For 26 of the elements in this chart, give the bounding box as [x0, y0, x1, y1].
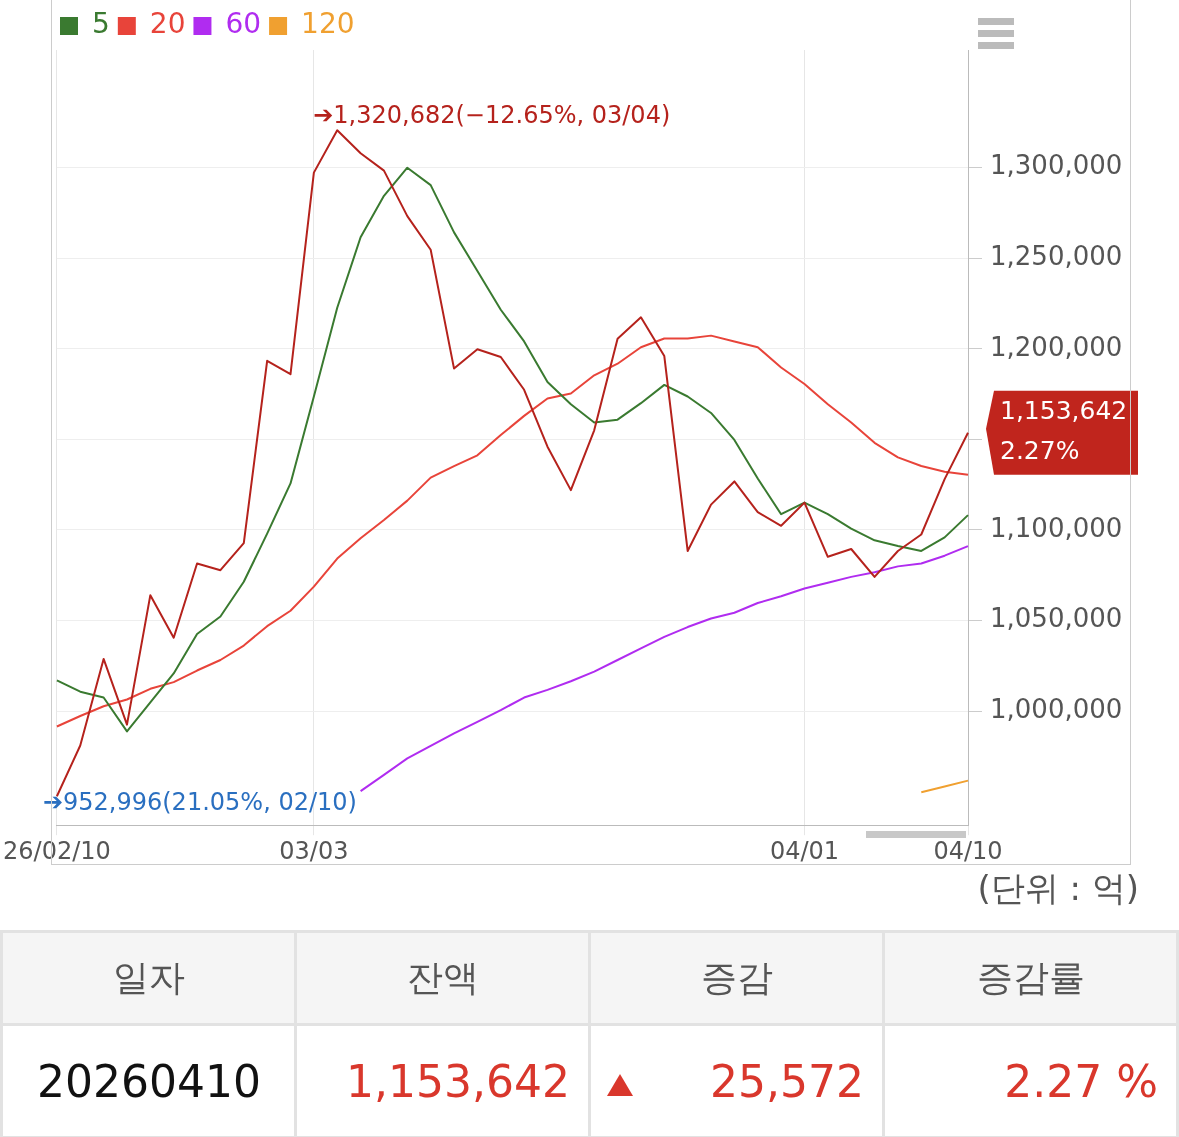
legend-label: 5: [92, 7, 110, 41]
x-tick-label: 04/10: [933, 836, 1003, 865]
x-tick-label: 03/03: [279, 836, 349, 865]
x-tick-label: 26/02/10: [3, 836, 111, 865]
text: (단위 : 억): [977, 867, 1139, 910]
text: 20260410: [1, 1024, 296, 1137]
category-label: 일자: [1, 931, 296, 1025]
category-label: 증감률: [883, 931, 1178, 1025]
legend-label: 60: [225, 7, 262, 41]
x-tick-label: 04/01: [769, 836, 840, 865]
y-tick-label: 1,200,000: [990, 331, 1123, 362]
y-tick-label: 1,050,000: [990, 603, 1123, 634]
y-tick-label: 1,000,000: [990, 693, 1123, 724]
legend-label: 20: [149, 7, 186, 41]
text: 25,572: [589, 1024, 884, 1137]
y-tick-label: 1,100,000: [990, 512, 1123, 543]
text: 1,153,642: [295, 1024, 590, 1137]
annotation: ➔1,320,682(−12.65%, 03/04): [313, 100, 671, 129]
legend-label: 120: [301, 7, 355, 41]
category-label: 잔액: [295, 931, 590, 1025]
y-tick-label: 1,300,000: [990, 150, 1123, 181]
text: 2.27 %: [883, 1024, 1178, 1137]
y-tick-label: 1,250,000: [990, 241, 1123, 272]
annotation: 1,153,642 2.27%: [1000, 396, 1128, 466]
category-label: 증감: [589, 931, 884, 1025]
annotation: ➔952,996(21.05%, 02/10): [42, 788, 357, 817]
